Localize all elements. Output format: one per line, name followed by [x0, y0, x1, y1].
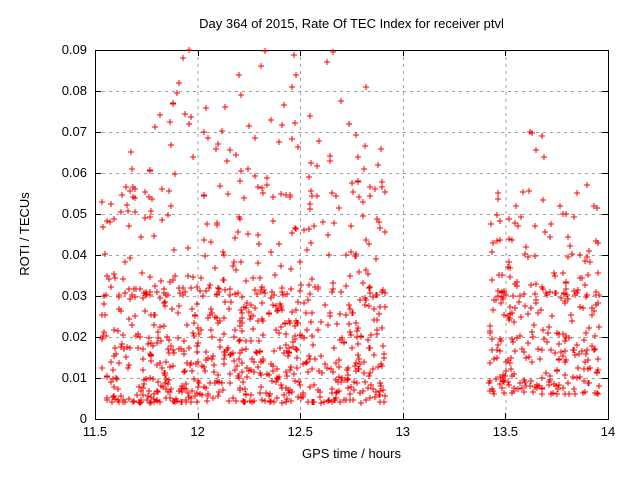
x-tick-label: 11.5 [82, 424, 108, 439]
x-tick-label: 13.5 [492, 424, 519, 439]
y-tick-label: 0.05 [61, 206, 87, 221]
x-axis-title: GPS time / hours [302, 446, 401, 461]
x-tick-label: 12 [190, 424, 205, 439]
chart-title: Day 364 of 2015, Rate Of TEC Index for r… [199, 16, 504, 31]
y-tick-label: 0.08 [61, 83, 87, 98]
x-tick-label: 12.5 [287, 424, 313, 439]
y-tick-label: 0.07 [61, 124, 87, 139]
scatter-points [99, 47, 602, 406]
y-tick-label: 0 [79, 411, 87, 426]
y-tick-label: 0.01 [61, 370, 87, 385]
y-tick-label: 0.02 [61, 329, 87, 344]
y-tick-label: 0.09 [61, 42, 87, 57]
y-tick-label: 0.06 [61, 165, 87, 180]
plot-border [95, 50, 609, 420]
x-tick-label: 14 [600, 424, 616, 439]
y-tick-label: 0.04 [61, 247, 87, 262]
y-tick-label: 0.03 [61, 288, 87, 303]
x-tick-label: 13 [395, 424, 411, 439]
